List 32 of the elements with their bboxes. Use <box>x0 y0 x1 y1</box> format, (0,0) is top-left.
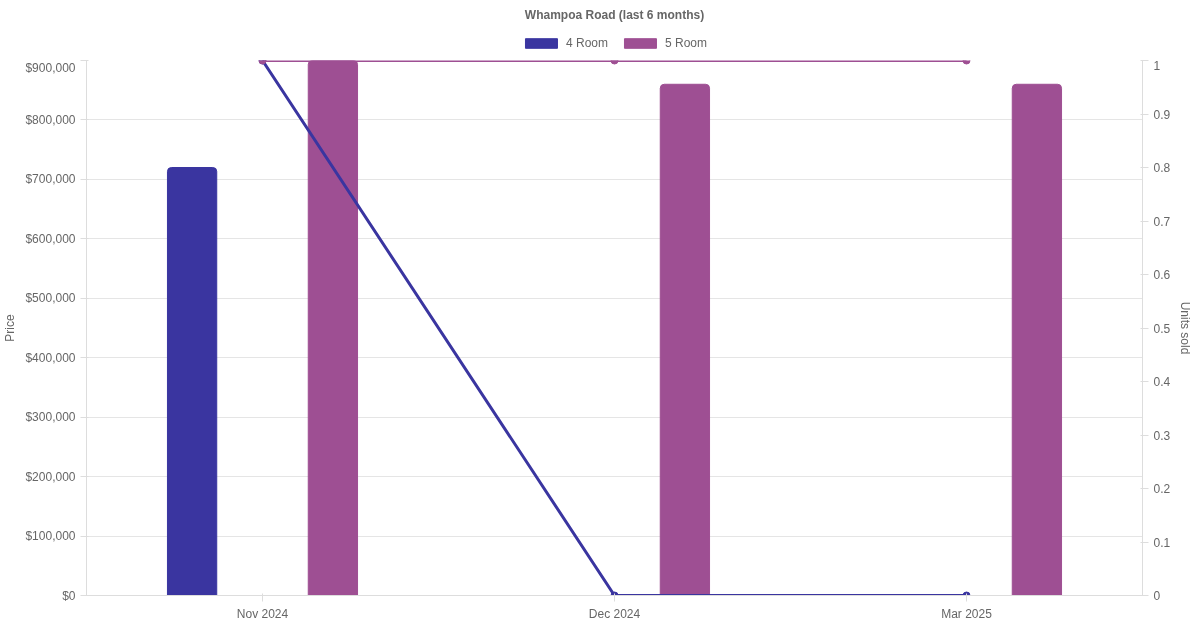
y2-tick-label: 0.1 <box>1153 535 1171 550</box>
chart-title: Whampoa Road (last 6 months) <box>524 7 705 22</box>
bar <box>1011 83 1063 596</box>
y-tick-label: $500,000 <box>25 291 76 306</box>
y2-tick-label: 0.7 <box>1153 214 1171 229</box>
y-tick-label: $900,000 <box>25 60 76 75</box>
y-tick-label: $700,000 <box>25 172 76 187</box>
y-tick-label: $400,000 <box>25 350 76 365</box>
y2-tick-label: 1 <box>1153 58 1161 73</box>
y-tick-label: $300,000 <box>25 410 76 425</box>
x-tick-label: Dec 2024 <box>588 606 641 621</box>
y-tick-label: $100,000 <box>25 529 76 544</box>
y2-tick-label: 0 <box>1153 589 1161 603</box>
y-tick-label: $200,000 <box>25 469 76 484</box>
y2-tick-label: 0.3 <box>1153 428 1171 443</box>
y2-axis-title: Units sold <box>1178 301 1193 355</box>
y2-tick-label: 0.9 <box>1153 107 1171 122</box>
x-tick-label: Mar 2025 <box>941 606 993 621</box>
bar <box>659 83 711 596</box>
y2-tick-label: 0.4 <box>1153 375 1171 389</box>
y-tick-label: $800,000 <box>25 112 76 127</box>
bar <box>166 167 218 596</box>
y2-tick-label: 0.6 <box>1153 268 1171 282</box>
y-tick-label: $600,000 <box>25 231 76 246</box>
y2-tick-label: 0.5 <box>1153 321 1171 336</box>
legend-label: 5 Room <box>665 36 708 50</box>
y-axis-title: Price <box>3 314 18 342</box>
y-tick-label: $0 <box>62 588 76 603</box>
legend-label: 4 Room <box>565 36 608 50</box>
y2-tick-label: 0.2 <box>1153 482 1171 496</box>
y2-tick-label: 0.8 <box>1153 161 1171 175</box>
x-tick-label: Nov 2024 <box>236 606 289 621</box>
